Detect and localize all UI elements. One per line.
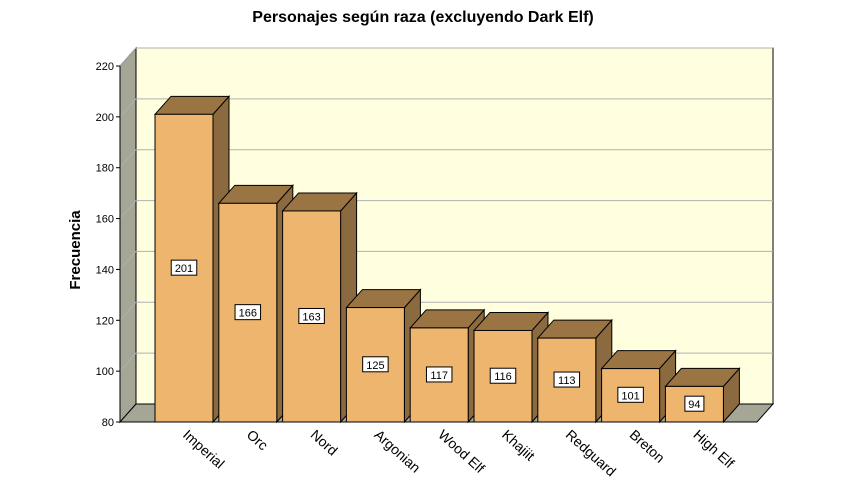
x-category-label: Khajiit: [499, 426, 538, 463]
y-tick-label: 180: [96, 163, 114, 175]
y-tick-label: 120: [96, 315, 114, 327]
gridline: [119, 200, 773, 219]
data-label: 201: [175, 263, 193, 275]
data-label-box: [362, 356, 389, 373]
data-label-box: [234, 304, 262, 321]
y-tick-label: 160: [96, 214, 114, 226]
data-label: 117: [430, 370, 448, 382]
data-label-box: [170, 259, 198, 276]
x-category-label: Imperial: [180, 426, 228, 471]
data-label-box: [684, 395, 705, 412]
x-category-label: Nord: [308, 426, 341, 458]
gridline: [119, 301, 773, 321]
data-label: 163: [302, 311, 320, 323]
data-label-box: [617, 386, 644, 403]
x-category-label: Argonian: [371, 426, 423, 475]
x-category-label: Breton: [627, 426, 668, 465]
data-label-box: [489, 367, 517, 384]
data-label-box: [425, 366, 453, 383]
data-label: 101: [621, 390, 639, 402]
plot-area: 80 100 120 140 160 180 200 220 201 Imperial 166 Orc…: [96, 46, 775, 479]
gridline: [119, 98, 773, 118]
y-tick-label: 100: [96, 366, 114, 378]
data-label: 94: [688, 399, 700, 411]
x-category-label: Redguard: [563, 426, 619, 479]
gridline: [119, 250, 773, 270]
data-label: 116: [494, 371, 512, 383]
y-tick-label: 80: [102, 417, 114, 429]
y-axis-title: Frecuencia: [67, 210, 84, 290]
gridline: [119, 149, 773, 169]
x-category-label: Wood Elf: [435, 426, 488, 476]
data-label: 166: [239, 308, 257, 320]
y-tick-label: 220: [96, 61, 114, 73]
data-label-box: [553, 371, 581, 388]
y-tick-label: 200: [96, 112, 114, 124]
gridline: [119, 47, 773, 67]
data-label: 113: [558, 375, 576, 387]
y-tick-label: 140: [96, 264, 114, 276]
data-label-box: [298, 307, 325, 324]
chart-title: Personajes según raza (excluyendo Dark E…: [252, 9, 593, 26]
x-category-label: Orc: [244, 426, 271, 453]
x-category-label: High Elf: [690, 426, 737, 471]
plot-left-wall: [119, 46, 137, 424]
data-label: 125: [366, 360, 384, 372]
